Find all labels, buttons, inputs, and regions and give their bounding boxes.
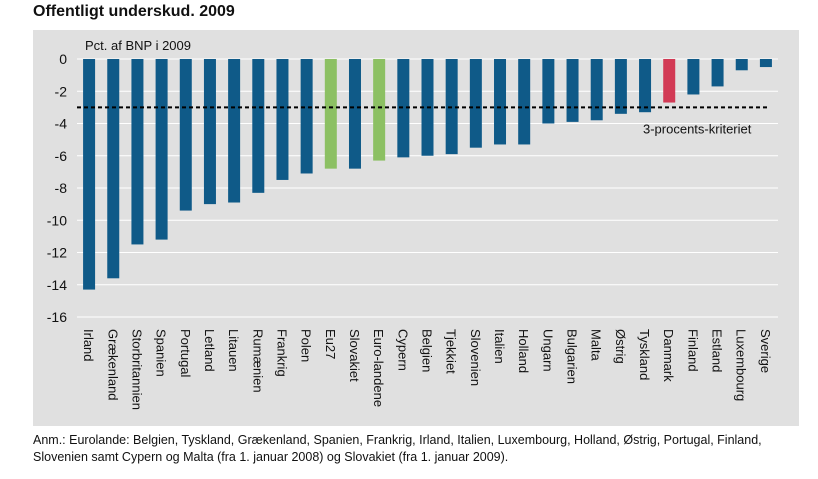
bar-23 bbox=[639, 59, 652, 113]
y-tick-label: -4 bbox=[55, 116, 68, 132]
chart-title: Offentligt underskud. 2009 bbox=[33, 3, 235, 20]
y-tick-label: -10 bbox=[47, 212, 67, 228]
reference-line-label: 3-procents-kriteriet bbox=[643, 121, 752, 136]
bar-26 bbox=[711, 59, 724, 87]
category-label: Irland bbox=[81, 329, 96, 362]
category-label: Euro-landene bbox=[371, 329, 386, 407]
category-label: Estland bbox=[710, 329, 725, 372]
chart-panel: 0 -2 -4 -6 -8 -10 -12 -14 -16 Pct. af BNP i 2009 I… bbox=[33, 30, 799, 426]
category-label: Tyskland bbox=[637, 329, 652, 380]
bar-11 bbox=[348, 59, 361, 169]
category-label: Slovakiet bbox=[347, 329, 362, 382]
category-label: Rumænien bbox=[250, 329, 265, 393]
category-label: Bulgarien bbox=[565, 329, 580, 384]
bar-2 bbox=[131, 59, 144, 245]
category-label: Polen bbox=[299, 329, 314, 362]
category-label: Ungarn bbox=[540, 329, 555, 372]
category-label: Eu27 bbox=[323, 329, 338, 359]
bar-3 bbox=[155, 59, 168, 240]
bar-18 bbox=[518, 59, 531, 145]
bar-25 bbox=[687, 59, 700, 95]
bar-22 bbox=[614, 59, 627, 114]
bar-5 bbox=[203, 59, 216, 205]
y-axis-label: Pct. af BNP i 2009 bbox=[85, 38, 191, 53]
bar-19 bbox=[542, 59, 555, 124]
footnote: Anm.: Eurolande: Belgien, Tyskland, Græk… bbox=[33, 433, 762, 464]
category-label: Østrig bbox=[613, 329, 628, 364]
category-label: Grækenland bbox=[105, 329, 120, 401]
category-label: Holland bbox=[516, 329, 531, 373]
bar-12 bbox=[373, 59, 386, 161]
category-label: Luxembourg bbox=[734, 329, 749, 401]
y-tick-label: -6 bbox=[55, 148, 68, 164]
bar-chart: 0 -2 -4 -6 -8 -10 -12 -14 -16 Pct. af BNP i 2009 I… bbox=[47, 38, 778, 410]
category-label: Letland bbox=[202, 329, 217, 372]
y-tick-label: -2 bbox=[55, 83, 68, 99]
category-label: Spanien bbox=[154, 329, 169, 377]
bar-24 bbox=[663, 59, 676, 103]
category-label: Slovenien bbox=[468, 329, 483, 386]
category-label: Malta bbox=[589, 329, 604, 362]
bar-1 bbox=[107, 59, 120, 279]
bar-13 bbox=[397, 59, 410, 158]
bar-9 bbox=[300, 59, 313, 174]
bar-17 bbox=[494, 59, 507, 145]
y-tick-label: 0 bbox=[59, 51, 67, 67]
category-label: Litauen bbox=[226, 329, 241, 372]
category-label: Sverige bbox=[758, 329, 773, 373]
category-label: Danmark bbox=[661, 329, 676, 382]
category-label: Finland bbox=[685, 329, 700, 372]
bar-21 bbox=[590, 59, 603, 121]
y-tick-label: -14 bbox=[47, 277, 67, 293]
bar-10 bbox=[324, 59, 337, 169]
bar-16 bbox=[469, 59, 482, 148]
y-tick-label: -16 bbox=[47, 309, 67, 325]
category-label: Cypern bbox=[395, 329, 410, 371]
bar-4 bbox=[179, 59, 192, 211]
category-label: Portugal bbox=[178, 329, 193, 378]
category-label: Storbritannien bbox=[129, 329, 144, 410]
category-label: Italien bbox=[492, 329, 507, 364]
bar-6 bbox=[228, 59, 241, 203]
y-tick-label: -12 bbox=[47, 245, 67, 261]
bar-8 bbox=[276, 59, 289, 180]
y-tick-label: -8 bbox=[55, 180, 68, 196]
category-label: Frankrig bbox=[274, 329, 289, 377]
bar-27 bbox=[735, 59, 748, 71]
bar-7 bbox=[252, 59, 265, 193]
bar-0 bbox=[83, 59, 96, 290]
bar-28 bbox=[759, 59, 772, 68]
category-label: Belgien bbox=[420, 329, 435, 372]
category-label: Tjekkiet bbox=[444, 329, 459, 374]
bar-20 bbox=[566, 59, 579, 122]
